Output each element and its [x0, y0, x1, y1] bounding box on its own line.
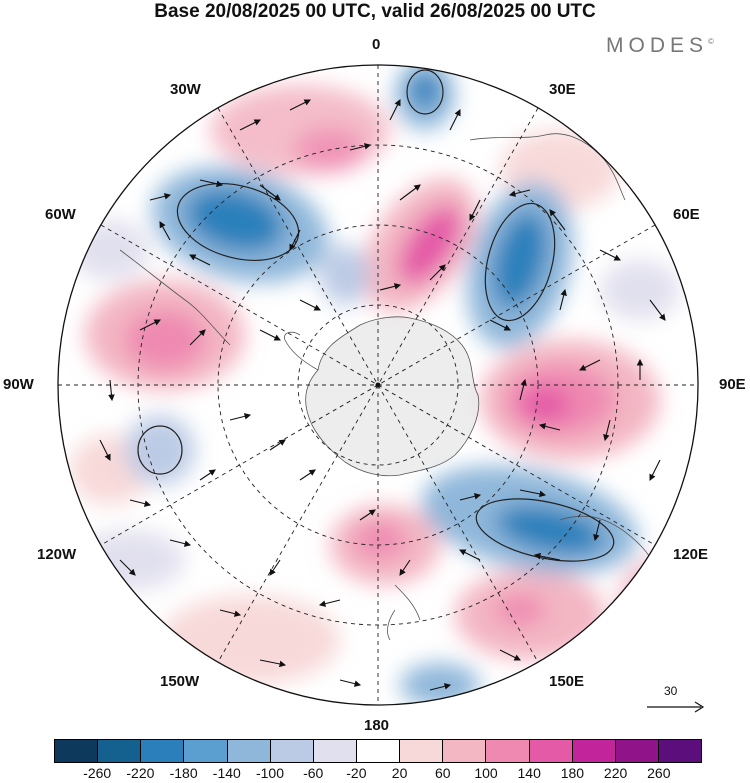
colorbar-tick-label: 260 — [647, 765, 671, 781]
colorbar-tick-label: -100 — [255, 765, 285, 781]
colorbar-tick-label: -180 — [169, 765, 198, 781]
map-boundary — [57, 64, 699, 706]
colorbar-tick-label: 100 — [474, 765, 498, 781]
longitude-label-60e: 60E — [673, 206, 700, 223]
vector-scale-label: 30 — [664, 684, 678, 698]
south-pole-marker — [375, 382, 381, 388]
colorbar-swatch-8 — [400, 740, 444, 762]
colorbar-swatch-6 — [313, 740, 357, 762]
longitude-label-60w: 60W — [45, 206, 76, 223]
colorbar-tick-label: 140 — [517, 765, 541, 781]
graticule — [58, 65, 698, 705]
longitude-label-90e: 90E — [719, 376, 746, 393]
colorbar-swatch-11 — [529, 740, 573, 762]
colorbar-swatch-5 — [270, 740, 314, 762]
new-zealand-coastline — [387, 584, 421, 641]
contour-lines — [137, 69, 615, 562]
longitude-label-90w: 90W — [3, 376, 34, 393]
colorbar-tick-label: 180 — [560, 765, 585, 781]
colorbar-tick-label: -60 — [303, 765, 324, 781]
map-title: Base 20/08/2025 00 UTC, valid 26/08/2025… — [154, 1, 596, 22]
longitude-label-0: 0 — [372, 36, 381, 53]
colorbar-tick-label: -140 — [212, 765, 241, 781]
colorbar-swatch-7 — [356, 740, 401, 762]
longitude-label-120e: 120E — [673, 546, 709, 563]
modes-logo: MODES© — [606, 34, 714, 58]
colorbar-swatch-3 — [184, 740, 228, 762]
longitude-label-30w: 30W — [170, 81, 201, 98]
colorbar-tick-label: -260 — [83, 765, 112, 781]
longitude-label-120w: 120W — [37, 546, 77, 563]
longitude-label-180: 180 — [364, 717, 390, 734]
logo-text: MODES — [606, 34, 709, 57]
colorbar-swatch-13 — [615, 740, 659, 762]
colorbar-swatch-0 — [55, 740, 99, 762]
anomaly-field — [58, 65, 698, 705]
longitude-label-150w: 150W — [160, 673, 200, 690]
colorbar-tick-label: 220 — [603, 765, 628, 781]
colorbar-swatch-10 — [486, 740, 530, 762]
south-america-coastline — [119, 249, 231, 346]
colorbar-tick-label: 60 — [435, 765, 451, 781]
longitude-label-150e: 150E — [549, 673, 585, 690]
vector-scale-arrow — [647, 701, 705, 713]
africa-coastline — [469, 133, 626, 201]
colorbar-swatch-12 — [572, 740, 616, 762]
colorbar-tick-label: -220 — [126, 765, 155, 781]
colorbar-tick-label: -20 — [346, 765, 367, 781]
colorbar-tick-label: 20 — [391, 765, 408, 781]
colorbar — [54, 739, 702, 763]
colorbar-swatch-14 — [658, 740, 702, 762]
colorbar-swatch-4 — [227, 740, 271, 762]
longitude-label-30e: 30E — [549, 81, 576, 98]
colorbar-swatch-2 — [141, 740, 185, 762]
colorbar-swatch-1 — [98, 740, 142, 762]
colorbar-swatch-9 — [443, 740, 487, 762]
logo-copyright-mark: © — [708, 37, 714, 46]
anomaly-shading — [70, 65, 698, 705]
